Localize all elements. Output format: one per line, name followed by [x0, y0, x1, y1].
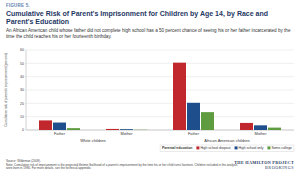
- category-label: Father: [54, 132, 66, 136]
- legend-items: Parental education High school dropout Hig…: [162, 146, 292, 150]
- bar: [120, 129, 133, 130]
- bar: [67, 128, 80, 130]
- figure-label: FIGURE 5.: [6, 3, 292, 9]
- y-axis-label: Cumulative risk of parent's imprisonment…: [4, 53, 8, 127]
- legend-label: High school dropout: [200, 146, 230, 150]
- y-tick-label: 10: [20, 115, 24, 119]
- branding: THE HAMILTON PROJECTBROOKINGS: [234, 160, 294, 170]
- grid-line: [26, 103, 294, 104]
- bars: [39, 63, 281, 130]
- grid-line: [26, 130, 294, 131]
- bar: [173, 63, 186, 130]
- bar: [268, 128, 281, 130]
- category-label: Mother: [255, 132, 268, 136]
- grid-line: [26, 63, 294, 64]
- y-tick-label: 60: [20, 48, 24, 52]
- grid-line: [26, 76, 294, 77]
- group-label: White children: [80, 138, 105, 143]
- x-axis: [26, 130, 294, 131]
- category-label: Father: [188, 132, 200, 136]
- grid-line: [26, 50, 294, 51]
- bar: [53, 123, 66, 130]
- legend-swatch: [267, 146, 270, 149]
- bar: [187, 103, 200, 130]
- y-tick-label: 50: [20, 62, 24, 66]
- branding-text: THE HAMILTON PROJECT: [234, 160, 294, 165]
- grid-line: [26, 116, 294, 117]
- bar: [201, 112, 214, 130]
- y-tick-label: 30: [20, 88, 24, 92]
- y-tick-label: 20: [20, 102, 24, 106]
- legend-label: High school only: [239, 146, 264, 150]
- bar: [134, 129, 147, 130]
- y-axis: [26, 50, 27, 130]
- branding-text: BROOKINGS: [234, 165, 294, 170]
- bar: [240, 123, 253, 130]
- footnote: Source: Wildeman (2009).Note: Cumulative…: [6, 160, 242, 171]
- group-label: African American children: [204, 138, 249, 143]
- y-tick-label: 40: [20, 75, 24, 79]
- title: Cumulative Risk of Parent's Imprisonment…: [6, 10, 292, 26]
- legend-box: [160, 145, 294, 152]
- legend: Parental education High school dropout Hig…: [160, 145, 294, 152]
- grid-line: [26, 90, 294, 91]
- legend-swatch: [196, 146, 199, 149]
- category-label: Mother: [121, 132, 134, 136]
- bar: [254, 125, 267, 130]
- bar: [106, 129, 119, 130]
- header: FIGURE 5.Cumulative Risk of Parent's Imp…: [6, 3, 292, 39]
- chart: 0 10 20 30 40 50 60 Cumulative risk of parent's…: [0, 44, 300, 160]
- bar: [39, 120, 52, 130]
- subtitle: An African American child whose father d…: [6, 28, 292, 39]
- legend-swatch: [235, 146, 238, 149]
- legend-title: Parental education: [162, 146, 192, 150]
- note: Note: Cumulative risk of imprisonment is…: [6, 164, 242, 171]
- legend-label: Some college: [271, 146, 292, 150]
- y-tick-label: 0: [22, 128, 24, 132]
